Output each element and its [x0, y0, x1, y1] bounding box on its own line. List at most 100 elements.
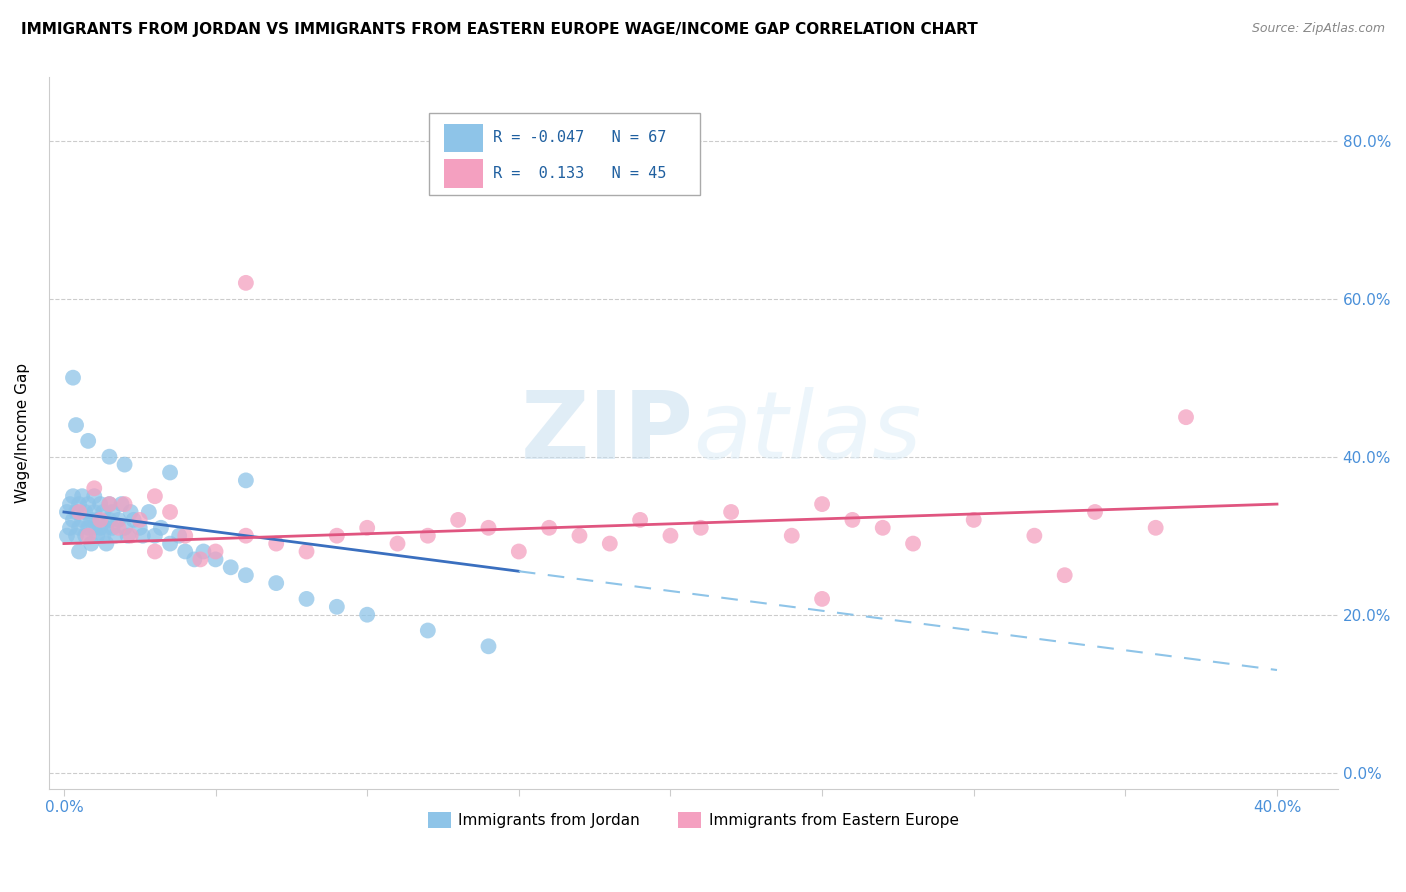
- Point: [780, 529, 803, 543]
- Point: [872, 521, 894, 535]
- Point: [447, 513, 470, 527]
- Point: [167, 529, 190, 543]
- Point: [264, 576, 287, 591]
- Point: [295, 591, 318, 606]
- Point: [62, 489, 84, 503]
- Point: [56, 529, 79, 543]
- Point: [65, 505, 87, 519]
- Point: [811, 497, 834, 511]
- Point: [77, 521, 100, 535]
- Point: [117, 529, 139, 543]
- Point: [508, 544, 530, 558]
- Point: [143, 489, 166, 503]
- Point: [1175, 410, 1198, 425]
- Point: [720, 505, 742, 519]
- Point: [235, 474, 257, 488]
- Point: [811, 591, 834, 606]
- Point: [1053, 568, 1076, 582]
- Point: [80, 513, 103, 527]
- Text: IMMIGRANTS FROM JORDAN VS IMMIGRANTS FROM EASTERN EUROPE WAGE/INCOME GAP CORRELA: IMMIGRANTS FROM JORDAN VS IMMIGRANTS FRO…: [21, 22, 977, 37]
- Point: [89, 521, 111, 535]
- Point: [149, 521, 172, 535]
- Point: [841, 513, 863, 527]
- Point: [628, 513, 651, 527]
- Point: [204, 552, 226, 566]
- Point: [128, 513, 150, 527]
- Point: [416, 624, 439, 638]
- Text: ZIP: ZIP: [520, 387, 693, 479]
- Point: [83, 521, 105, 535]
- Point: [77, 434, 100, 448]
- Point: [77, 529, 100, 543]
- Point: [143, 529, 166, 543]
- Point: [1024, 529, 1046, 543]
- Point: [132, 529, 155, 543]
- Point: [235, 276, 257, 290]
- Point: [98, 497, 121, 511]
- FancyBboxPatch shape: [444, 159, 484, 187]
- Point: [83, 481, 105, 495]
- Point: [120, 529, 142, 543]
- Point: [190, 552, 212, 566]
- Point: [326, 529, 349, 543]
- Point: [98, 513, 121, 527]
- Point: [83, 505, 105, 519]
- Point: [138, 505, 160, 519]
- Point: [98, 450, 121, 464]
- Point: [104, 529, 127, 543]
- Point: [901, 536, 924, 550]
- Point: [67, 544, 90, 558]
- Point: [159, 536, 181, 550]
- Point: [264, 536, 287, 550]
- Point: [80, 536, 103, 550]
- Point: [122, 513, 145, 527]
- Point: [114, 497, 136, 511]
- Point: [70, 489, 93, 503]
- Point: [159, 505, 181, 519]
- Point: [75, 505, 97, 519]
- Point: [689, 521, 711, 535]
- Point: [356, 521, 378, 535]
- FancyBboxPatch shape: [429, 113, 700, 194]
- Point: [110, 497, 132, 511]
- Point: [96, 521, 118, 535]
- Text: R =  0.133   N = 45: R = 0.133 N = 45: [494, 166, 666, 181]
- Point: [89, 497, 111, 511]
- Point: [59, 521, 82, 535]
- Y-axis label: Wage/Income Gap: Wage/Income Gap: [15, 363, 30, 503]
- Point: [235, 529, 257, 543]
- Point: [356, 607, 378, 622]
- Point: [96, 536, 118, 550]
- Point: [56, 505, 79, 519]
- Point: [143, 544, 166, 558]
- Legend: Immigrants from Jordan, Immigrants from Eastern Europe: Immigrants from Jordan, Immigrants from …: [422, 806, 965, 834]
- Point: [235, 568, 257, 582]
- Point: [62, 370, 84, 384]
- Point: [183, 552, 205, 566]
- Point: [59, 497, 82, 511]
- Point: [659, 529, 682, 543]
- Point: [174, 529, 197, 543]
- Point: [89, 513, 111, 527]
- Point: [387, 536, 409, 550]
- Point: [65, 529, 87, 543]
- Point: [114, 521, 136, 535]
- Point: [91, 505, 114, 519]
- Point: [159, 466, 181, 480]
- Point: [1084, 505, 1107, 519]
- Point: [204, 544, 226, 558]
- Point: [114, 458, 136, 472]
- Point: [98, 497, 121, 511]
- Point: [477, 640, 499, 654]
- Point: [91, 529, 114, 543]
- Point: [101, 505, 124, 519]
- Point: [77, 497, 100, 511]
- FancyBboxPatch shape: [444, 124, 484, 153]
- Point: [86, 529, 108, 543]
- Point: [599, 536, 621, 550]
- Point: [193, 544, 215, 558]
- Point: [174, 544, 197, 558]
- Point: [83, 489, 105, 503]
- Point: [107, 513, 129, 527]
- Point: [75, 529, 97, 543]
